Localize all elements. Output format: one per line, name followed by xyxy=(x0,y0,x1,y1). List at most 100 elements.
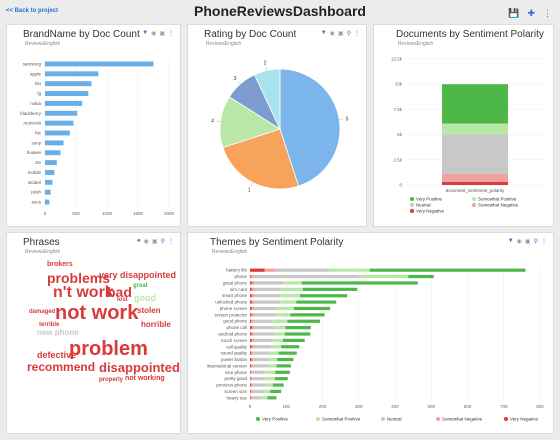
phrase-word[interactable]: not working xyxy=(125,375,165,382)
search-icon[interactable]: ⚲ xyxy=(533,239,538,245)
add-icon[interactable]: ✚ xyxy=(527,8,535,18)
save-icon[interactable]: 💾 xyxy=(508,8,520,18)
stacked-bar-segment xyxy=(273,332,285,336)
panel-title: Phrases xyxy=(23,237,60,248)
x-tick-label: 800 xyxy=(536,404,544,409)
stacked-bar-segment xyxy=(252,319,272,323)
search-icon[interactable]: ⚲ xyxy=(346,31,351,37)
slice-connector xyxy=(216,120,221,122)
phrase-word[interactable]: defective xyxy=(37,350,77,360)
phrase-word[interactable]: recommend xyxy=(27,360,96,374)
category-label: htc xyxy=(35,131,42,136)
stacked-bar-segment xyxy=(251,383,253,387)
more-icon[interactable]: ⋮ xyxy=(168,31,174,37)
phrase-word[interactable]: problems xyxy=(47,270,111,286)
stacked-bar-segment xyxy=(250,281,252,285)
filter-icon[interactable]: ▼ xyxy=(507,238,514,244)
phrase-word[interactable]: horrible xyxy=(141,320,171,329)
slice-label: 4 xyxy=(211,118,214,124)
stacked-bar-segment xyxy=(250,338,252,342)
stacked-bar-segment xyxy=(253,332,274,336)
stacked-bar-segment xyxy=(251,287,254,291)
trash-icon[interactable]: ▣ xyxy=(524,239,531,245)
phrase-word[interactable]: good xyxy=(134,293,156,303)
x-tick-label: 500 xyxy=(72,211,80,216)
eye-icon[interactable]: ◉ xyxy=(143,239,149,245)
phrase-word[interactable]: terrible xyxy=(39,322,60,328)
back-to-project-link[interactable]: << Back to project xyxy=(6,8,59,14)
x-tick-label: 300 xyxy=(355,404,363,409)
more-icon[interactable]: ⋮ xyxy=(543,8,552,18)
pie-slice xyxy=(279,68,341,187)
stacked-bar-segment xyxy=(252,377,265,381)
phrase-word[interactable]: n't work xyxy=(53,284,114,301)
category-label: battery life xyxy=(226,268,247,273)
more-icon[interactable]: ⋮ xyxy=(354,31,360,37)
category-label: huawei xyxy=(27,150,41,155)
legend-marker xyxy=(410,209,414,213)
stacked-bar-segment xyxy=(252,389,264,394)
category-label: phone xyxy=(234,274,247,279)
stacked-bar-segment xyxy=(302,287,358,291)
category-label: posh xyxy=(31,190,41,195)
stacked-bar-segment xyxy=(267,396,277,400)
category-label: screen size xyxy=(224,389,247,394)
x-tick-label: 200 xyxy=(319,404,327,409)
stacked-bar-segment xyxy=(369,268,526,272)
stacked-bar-segment xyxy=(265,383,273,387)
bar xyxy=(45,71,99,77)
category-label: lg xyxy=(37,91,41,96)
bar xyxy=(45,199,50,205)
y-tick-label: 0 xyxy=(399,183,402,188)
phrase-word[interactable]: very disappointed xyxy=(99,270,177,280)
eye-icon[interactable]: ◉ xyxy=(151,31,157,37)
filter-icon[interactable]: ▼ xyxy=(320,30,327,36)
phrase-word[interactable]: problem xyxy=(69,338,148,360)
bar xyxy=(45,160,57,166)
category-label: pretty good xyxy=(224,376,247,381)
stacked-bar-segment xyxy=(277,306,294,311)
phrase-word[interactable]: disappointed xyxy=(99,360,180,375)
phrase-word[interactable]: not work xyxy=(55,302,139,324)
phrase-word[interactable]: stolen xyxy=(137,306,161,315)
trash-icon[interactable]: ▣ xyxy=(159,31,165,37)
toggle-icon[interactable]: ● xyxy=(137,238,141,244)
stacked-bar-segment xyxy=(290,313,325,317)
phrase-word[interactable]: great xyxy=(133,283,148,289)
stacked-bar-segment xyxy=(301,281,418,285)
stacked-bar-segment xyxy=(253,338,273,342)
slice-connector xyxy=(237,80,241,85)
bar xyxy=(45,110,78,116)
eye-icon[interactable]: ◉ xyxy=(516,239,522,245)
legend-label: Very Positive xyxy=(416,197,443,202)
phrase-word[interactable]: damaged xyxy=(29,309,56,315)
stacked-bar-segment xyxy=(253,306,278,311)
slice-label: 1 xyxy=(248,188,251,194)
documents-panel: Documents by Sentiment Polarity ReviewsE… xyxy=(373,24,554,227)
stacked-bar-segment xyxy=(284,332,311,336)
category-label: phone call xyxy=(226,325,247,330)
phrase-word[interactable]: brokers xyxy=(47,261,73,268)
dashboard-title: PhoneReviewsDashboard xyxy=(194,3,366,19)
stacked-bar-segment xyxy=(250,370,252,374)
eye-icon[interactable]: ◉ xyxy=(329,31,335,37)
stacked-bar-segment xyxy=(250,294,252,298)
phrase-word[interactable]: lost xyxy=(117,297,128,303)
phrase-word[interactable]: bad xyxy=(107,284,132,300)
trash-icon[interactable]: ▣ xyxy=(337,31,344,37)
legend-label: Somewhat Positive xyxy=(478,197,517,202)
category-label: nice phone xyxy=(225,370,248,375)
filter-icon[interactable]: ▼ xyxy=(142,30,149,36)
phrase-word[interactable]: new phone xyxy=(37,328,79,337)
more-icon[interactable]: ⋮ xyxy=(168,239,174,245)
x-tick-label: 100 xyxy=(282,404,290,409)
category-label: mobile xyxy=(28,170,42,175)
more-icon[interactable]: ⋮ xyxy=(541,239,547,245)
stacked-bar-segment xyxy=(287,319,320,323)
panel-subtitle: ReviewsEnglish xyxy=(212,249,248,255)
search-icon[interactable]: ⚲ xyxy=(160,239,165,245)
stacked-bar-segment xyxy=(250,396,251,400)
phrase-word[interactable]: properly xyxy=(99,377,124,383)
stacked-bar-segment xyxy=(250,377,253,381)
trash-icon[interactable]: ▣ xyxy=(151,239,158,245)
